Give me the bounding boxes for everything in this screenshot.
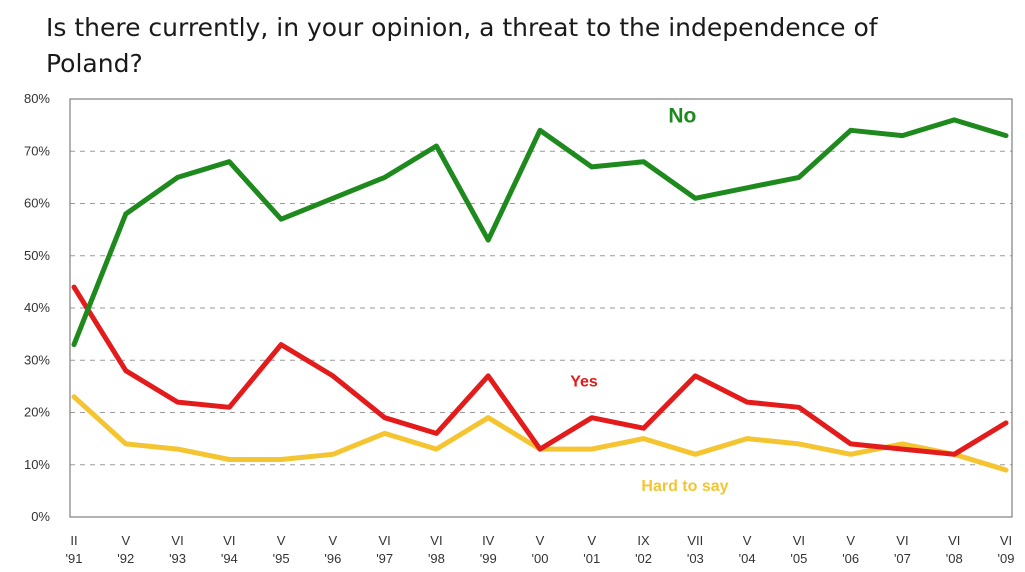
x-tick-label-month: V xyxy=(329,533,338,548)
chart-title: Is there currently, in your opinion, a t… xyxy=(46,13,878,78)
x-tick-label-month: IV xyxy=(482,533,495,548)
gridlines xyxy=(70,150,1012,466)
x-tick-label-month: VI xyxy=(896,533,908,548)
x-tick-label-month: VI xyxy=(430,533,442,548)
y-tick-label: 50% xyxy=(24,248,50,263)
y-tick-label: 30% xyxy=(24,352,50,367)
x-tick-label-month: VI xyxy=(793,533,805,548)
x-tick-label-month: VII xyxy=(687,533,703,548)
x-tick-label-year: '91 xyxy=(66,551,83,566)
x-tick-label-month: VI xyxy=(379,533,391,548)
y-tick-label: 70% xyxy=(24,143,50,158)
series-line-yes xyxy=(71,284,1009,457)
y-tick-label: 80% xyxy=(24,91,50,106)
x-tick-label-year: '02 xyxy=(635,551,652,566)
x-tick-label-month: VI xyxy=(171,533,183,548)
x-tick-label-year: '94 xyxy=(221,551,238,566)
x-tick-label-month: VI xyxy=(223,533,235,548)
x-tick-label-month: V xyxy=(277,533,286,548)
x-tick-label-month: V xyxy=(846,533,855,548)
x-tick-label-year: '98 xyxy=(428,551,445,566)
series-line-no xyxy=(71,117,1009,348)
x-tick-label-year: '06 xyxy=(842,551,859,566)
x-tick-label-month: IX xyxy=(637,533,650,548)
x-tick-label-year: '08 xyxy=(946,551,963,566)
x-tick-label-year: '07 xyxy=(894,551,911,566)
x-tick-label-year: '92 xyxy=(117,551,134,566)
series-labels: No Yes Hard to say xyxy=(570,105,728,495)
series-label-hard-to-say: Hard to say xyxy=(641,478,728,495)
x-tick-label-year: '99 xyxy=(480,551,497,566)
y-tick-label: 10% xyxy=(24,457,50,472)
x-tick-label-year: '00 xyxy=(532,551,549,566)
x-tick-label-year: '04 xyxy=(739,551,756,566)
y-tick-label: 20% xyxy=(24,405,50,420)
x-tick-label-month: VI xyxy=(1000,533,1012,548)
series-label-yes: Yes xyxy=(570,373,598,390)
x-tick-label-year: '03 xyxy=(687,551,704,566)
x-tick-label-year: '96 xyxy=(324,551,341,566)
y-axis: 0% 10% 20% 30% 40% 50% 60% 70% 80% xyxy=(24,91,50,524)
x-tick-label-month: V xyxy=(536,533,545,548)
x-tick-label-year: '97 xyxy=(376,551,393,566)
series-lines xyxy=(71,117,1009,473)
x-tick-label-year: '93 xyxy=(169,551,186,566)
y-tick-label: 40% xyxy=(24,300,50,315)
x-axis: II '91 V '92 VI '93 VI '94 V '95 V '96 VI '97 VI '98 IV '… xyxy=(66,533,1015,566)
y-tick-label: 0% xyxy=(31,509,50,524)
x-tick-label-month: V xyxy=(743,533,752,548)
x-tick-label-month: V xyxy=(121,533,130,548)
x-tick-label-month: VI xyxy=(948,533,960,548)
series-label-no: No xyxy=(668,105,696,128)
x-tick-label-year: '01 xyxy=(583,551,600,566)
x-tick-label-year: '05 xyxy=(790,551,807,566)
plot-frame xyxy=(69,98,1013,518)
y-tick-label: 60% xyxy=(24,196,50,211)
x-tick-label-month: II xyxy=(70,533,77,548)
x-tick-label-year: '95 xyxy=(273,551,290,566)
x-tick-label-year: '09 xyxy=(998,551,1015,566)
x-tick-label-month: V xyxy=(587,533,596,548)
